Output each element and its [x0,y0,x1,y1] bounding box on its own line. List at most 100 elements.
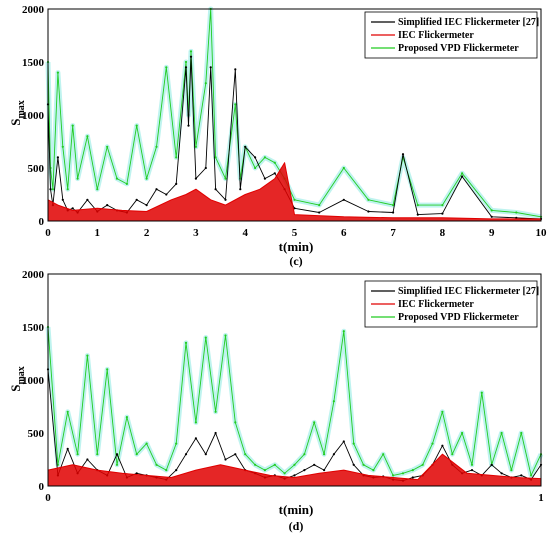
legend-label-simplified: Simplified IEC Flickermeter [27] [398,286,539,297]
y-tick-label: 1500 [22,57,45,69]
data-point-simplified [86,458,89,461]
x-tick-labels: 0 1 [45,492,544,504]
data-point-simplified [520,474,523,477]
data-point-vpd [244,453,247,456]
data-point-vpd [106,145,109,148]
data-point-vpd [175,156,178,159]
y-tick-label: 1000 [22,110,45,122]
data-point-simplified [135,198,138,201]
data-point-vpd [214,156,217,159]
y-tick-label: 500 [28,428,45,440]
data-point-simplified [204,166,207,170]
y-axis-label-sub: max [16,366,27,384]
plot-frame [47,273,542,487]
data-point-vpd [51,188,55,191]
data-point-vpd [342,166,345,170]
data-point-simplified [61,198,64,201]
data-point-simplified [239,188,242,191]
data-point-vpd [273,463,276,466]
data-point-vpd [135,124,138,127]
data-point-vpd [66,410,69,413]
data-point-simplified [224,198,227,201]
x-tick-label: 3 [193,227,199,239]
chart-c: 0 500 1000 1500 2000 0 1 2 3 4 5 6 7 8 9… [8,4,547,268]
data-point-vpd [461,172,464,175]
data-point-simplified [184,66,188,69]
x-tick-label: 0 [45,492,51,504]
data-point-vpd [342,330,345,333]
data-point-simplified [461,175,464,178]
data-point-vpd [204,336,207,339]
data-point-vpd [401,472,405,475]
data-point-vpd [490,209,493,212]
data-point-simplified [411,476,414,479]
legend-label-vpd: Proposed VPD Flickermeter [398,43,519,54]
y-axis-label-main: S [8,385,23,392]
data-point-vpd [145,442,148,445]
legend-entry-simplified: Simplified IEC Flickermeter [27] [371,17,539,28]
data-point-vpd [165,469,168,472]
legend-entry-vpd: Proposed VPD Flickermeter [371,43,519,54]
data-point-simplified [56,156,60,159]
data-point-vpd [441,410,444,413]
data-point-simplified [401,153,405,156]
data-point-simplified [441,444,444,447]
x-axis-label: t(min) [279,239,314,254]
data-point-simplified [323,469,326,472]
data-point-vpd [470,463,474,466]
data-point-vpd [189,50,193,53]
x-axis-label: t(min) [279,502,314,517]
data-point-vpd [66,188,69,191]
y-tick-label: 1500 [22,322,45,334]
y-tick-labels: 0 500 1000 1500 2000 [22,4,45,228]
legend-entry-vpd: Proposed VPD Flickermeter [371,312,519,323]
data-point-vpd [293,463,296,466]
data-point-simplified [175,469,178,472]
data-point-vpd [194,145,197,148]
data-point-simplified [470,469,474,472]
data-point-simplified [187,124,190,127]
data-point-simplified [515,216,518,219]
x-tick-label: 4 [242,227,248,239]
data-point-vpd [175,442,178,445]
data-point-simplified [115,453,119,456]
data-point-vpd [480,391,483,394]
data-point-simplified [189,55,193,58]
y-tick-label: 0 [39,481,45,493]
y-axis-label-sub: max [16,100,27,118]
series-line-iec [47,453,542,481]
data-point-vpd [461,431,464,435]
plot-area [45,6,543,221]
data-point-vpd [76,453,79,456]
data-point-simplified [234,68,237,71]
legend-entry-simplified: Simplified IEC Flickermeter [27] [371,286,539,297]
data-point-vpd [204,82,207,85]
data-point-simplified [303,469,306,472]
data-point-vpd [293,198,296,201]
data-point-vpd [421,463,424,466]
data-point-simplified [49,188,52,191]
data-point-vpd [96,188,99,191]
data-point-simplified [313,463,316,466]
data-point-vpd [318,204,321,207]
y-tick-label: 1000 [22,375,45,387]
data-point-vpd [106,368,109,371]
data-point-vpd [184,60,188,64]
data-point-simplified [145,204,148,207]
data-point-simplified [135,472,138,475]
legend-label-iec: IEC Flickermeter [398,30,474,41]
data-point-vpd [254,166,257,170]
x-tick-label: 1 [95,227,101,239]
data-point-simplified [209,66,212,69]
data-point-vpd [194,421,197,424]
data-point-simplified [352,463,355,466]
x-tick-label: 8 [440,227,446,239]
data-point-vpd [165,66,168,69]
y-axis-label: Smax [8,100,27,126]
legend: Simplified IEC Flickermeter [27] IEC Fli… [364,280,539,328]
data-point-vpd [145,177,148,180]
data-point-vpd [451,453,454,456]
legend-label-iec: IEC Flickermeter [398,299,474,310]
data-point-vpd [155,463,158,466]
